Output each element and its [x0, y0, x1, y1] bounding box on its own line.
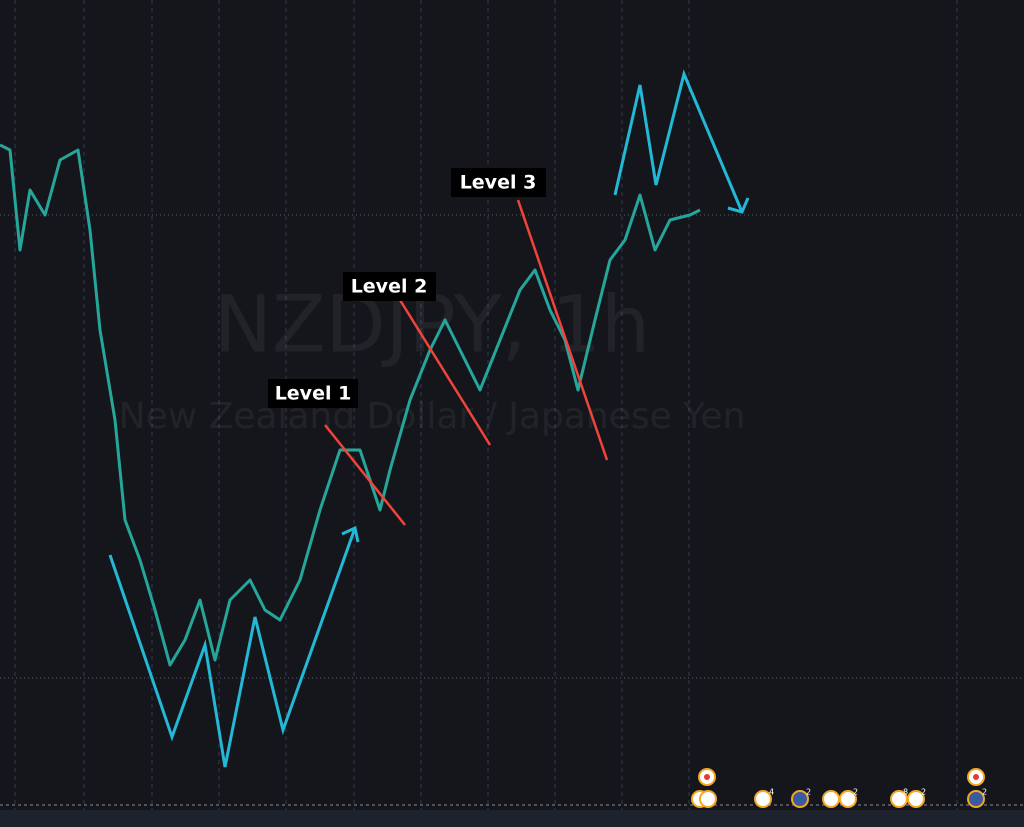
level-label: Level 3	[460, 172, 537, 194]
pattern-drawings	[108, 69, 750, 768]
badge-count: 2	[806, 788, 811, 797]
event-badge[interactable]	[839, 790, 857, 808]
event-badge[interactable]	[822, 790, 840, 808]
arrow-head	[341, 525, 360, 543]
event-badge[interactable]	[754, 790, 772, 808]
event-badge[interactable]	[907, 790, 925, 808]
trend-line	[324, 424, 406, 526]
trend-lines	[324, 199, 609, 526]
event-dot	[973, 774, 979, 780]
badge-count: 2	[921, 788, 926, 797]
price-path	[0, 143, 701, 667]
watermark-description: New Zealand Dollar / Japanese Yen	[119, 396, 746, 437]
bottom-bar	[0, 810, 1024, 827]
trend-line	[398, 299, 492, 446]
label-box	[451, 168, 546, 197]
event-dot	[704, 774, 710, 780]
badge-count: 2	[853, 788, 858, 797]
event-badge[interactable]	[699, 790, 717, 808]
badge-count: 4	[769, 788, 774, 797]
badge-count: 2	[982, 788, 987, 797]
arrow-head	[727, 197, 750, 214]
level-label: Level 2	[351, 276, 428, 298]
event-badge[interactable]	[791, 790, 809, 808]
event-badge[interactable]	[967, 790, 985, 808]
w-pattern	[108, 527, 357, 768]
trend-line	[516, 199, 609, 461]
event-badges: 4 2 2 8 2 2	[691, 768, 987, 808]
label-box	[343, 272, 436, 301]
label-box	[268, 379, 358, 408]
badge-count: 8	[903, 788, 908, 797]
m-pattern	[613, 69, 744, 213]
level-label: Level 1	[275, 383, 352, 405]
